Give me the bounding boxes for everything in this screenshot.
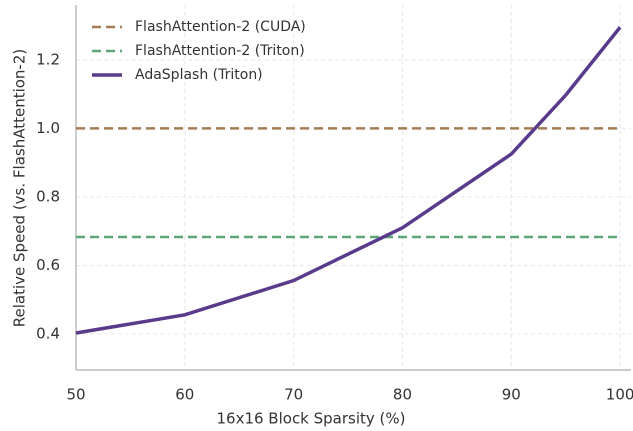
y-tick-label: 1.0 xyxy=(36,119,60,137)
series-line xyxy=(75,26,622,335)
y-tick-label: 1.2 xyxy=(36,50,60,68)
x-tick-label: 60 xyxy=(175,386,194,404)
x-tick-label: 80 xyxy=(393,386,412,404)
x-tick-label: 50 xyxy=(66,386,85,404)
legend: FlashAttention-2 (CUDA) FlashAttention-2 … xyxy=(92,19,306,83)
x-tick-label: 70 xyxy=(284,386,303,404)
y-tick-label: 0.8 xyxy=(36,187,60,205)
x-tick-label: 90 xyxy=(502,386,521,404)
x-axis-label: 16x16 Block Sparsity (%) xyxy=(216,410,405,428)
x-tick-label: 100 xyxy=(606,386,633,404)
y-tick-label: 0.6 xyxy=(36,256,60,274)
legend-label: FlashAttention-2 (Triton) xyxy=(135,43,305,59)
legend-label: AdaSplash (Triton) xyxy=(135,67,263,83)
legend-label: FlashAttention-2 (CUDA) xyxy=(135,19,306,35)
y-tick-label: 0.4 xyxy=(36,325,60,343)
y-axis-label: Relative Speed (vs. FlashAttention-2) xyxy=(11,49,29,327)
